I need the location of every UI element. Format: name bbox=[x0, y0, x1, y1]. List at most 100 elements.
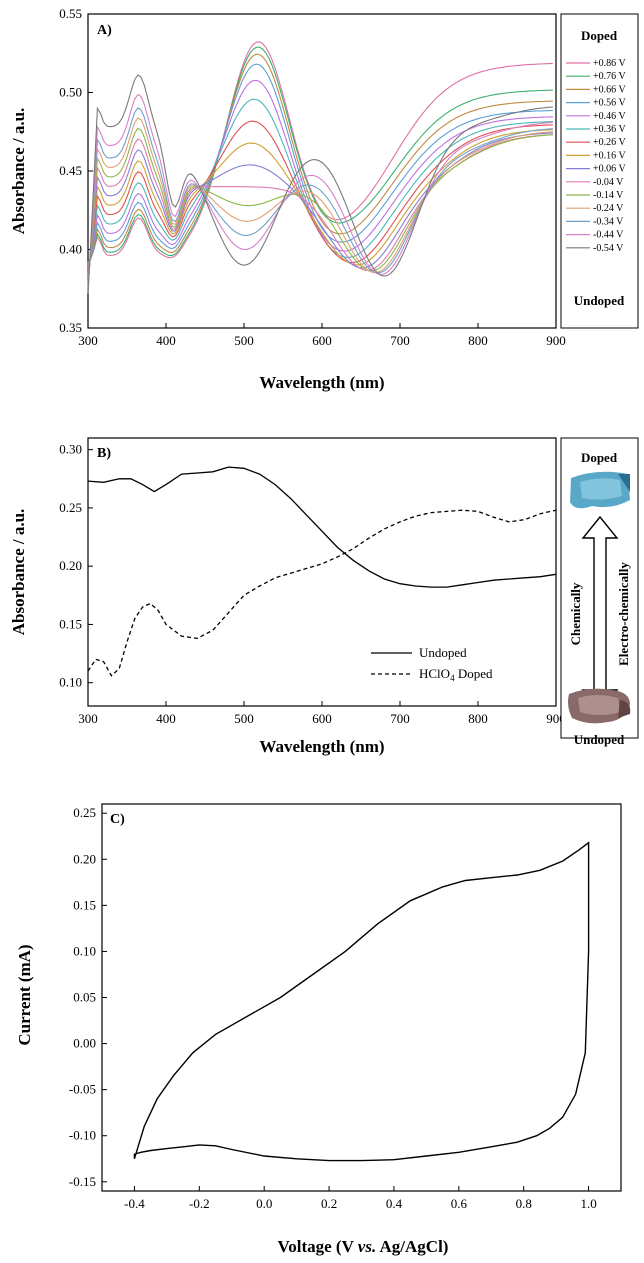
panel-c-x-tick-label: 0.8 bbox=[516, 1196, 532, 1211]
panel-a-series-line bbox=[87, 117, 553, 288]
panel-a-series-line bbox=[87, 107, 553, 290]
panel-b-series bbox=[87, 466, 557, 677]
panel-c-y-tick-label: -0.15 bbox=[69, 1174, 96, 1189]
panel-c-x-tick-label: 0.4 bbox=[386, 1196, 403, 1211]
panel-c-y-tick-label: 0.25 bbox=[73, 805, 96, 820]
panel-c-y-tick-label: 0.20 bbox=[73, 851, 96, 866]
panel-a-legend-label: -0.44 V bbox=[593, 230, 624, 241]
panel-c-y-tick-label: 0.00 bbox=[73, 1036, 96, 1051]
panel-a-x-tick-label: 900 bbox=[546, 333, 566, 348]
panel-a-y-tick-label: 0.35 bbox=[59, 320, 82, 335]
panel-a-series-line bbox=[87, 120, 553, 274]
panel-c-series bbox=[133, 841, 590, 1162]
panel-a-legend-entries: +0.86 V +0.76 V +0.66 V +0.56 V +0.46 V +0.36… bbox=[566, 58, 626, 254]
panel-a-legend-label: +0.56 V bbox=[593, 98, 626, 109]
panel-a-series-line bbox=[87, 79, 553, 268]
panel-b-series-line bbox=[87, 509, 557, 677]
panel-a-legend-doped: Doped bbox=[581, 28, 618, 43]
panel-b-x-tick-label: 700 bbox=[390, 711, 410, 726]
panel-a-legend-label: +0.76 V bbox=[593, 71, 626, 82]
panel-b-x-tick-label: 300 bbox=[78, 711, 98, 726]
panel-a-legend-label: -0.04 V bbox=[593, 177, 624, 188]
panel-c-plot-frame bbox=[101, 803, 622, 1192]
panel-c-x-tick-label: -0.2 bbox=[189, 1196, 210, 1211]
panel-c-ticks: -0.4 -0.2 0.0 0.2 0.4 0.6 0.8 1.0 -0.15 -0.10 -0.0… bbox=[69, 805, 597, 1211]
panel-b-x-axis-title: Wavelength (nm) bbox=[259, 737, 384, 756]
panel-c-x-tick-label: 0.0 bbox=[256, 1196, 272, 1211]
panel-a-x-tick-label: 400 bbox=[156, 333, 176, 348]
panel-a-series-line bbox=[87, 74, 553, 294]
side-panel-chemically-label: Chemically bbox=[568, 582, 583, 645]
panel-a-series-line bbox=[87, 53, 553, 264]
panel-c-x-tick-label: 1.0 bbox=[580, 1196, 596, 1211]
panel-a-series-line bbox=[87, 93, 553, 292]
panel-c-y-tick-label: 0.10 bbox=[73, 943, 96, 958]
panel-b-legend-doped-label: HClO4 Doped bbox=[419, 666, 493, 683]
panel-a-series-line bbox=[87, 63, 553, 266]
panel-a-legend-label: +0.06 V bbox=[593, 164, 626, 175]
panel-a-legend-label: +0.16 V bbox=[593, 150, 626, 161]
panel-a-legend-label: +0.86 V bbox=[593, 58, 626, 69]
panel-a-ticks: 300 400 500 600 700 800 900 0.35 0.40 0.45 0.50 0.5… bbox=[59, 6, 566, 348]
panel-b-y-axis-title: Absorbance / a.u. bbox=[9, 509, 28, 636]
undoped-film-photo bbox=[568, 688, 631, 724]
panel-c-y-axis-title: Current (mA) bbox=[15, 944, 34, 1045]
panel-a-legend-box bbox=[560, 13, 639, 329]
panel-a-legend-label: +0.46 V bbox=[593, 111, 626, 122]
panel-a-x-tick-label: 300 bbox=[78, 333, 98, 348]
panel-a-y-tick-label: 0.50 bbox=[59, 85, 82, 100]
side-panel-undoped-label: Undoped bbox=[574, 732, 625, 747]
panel-c-y-tick-label: -0.05 bbox=[69, 1082, 96, 1097]
panel-b-ticks: 300 400 500 600 700 800 9000.100.150.200.250.3… bbox=[59, 442, 566, 726]
panel-a-series bbox=[87, 41, 553, 294]
panel-a-legend-label: -0.34 V bbox=[593, 216, 624, 227]
panel-b-x-tick-label: 400 bbox=[156, 711, 176, 726]
panel-a-y-tick-label: 0.45 bbox=[59, 163, 82, 178]
panel-c-label: C) bbox=[110, 812, 125, 827]
panel-a-x-tick-label: 600 bbox=[312, 333, 332, 348]
panel-a-x-axis-title: Wavelength (nm) bbox=[259, 373, 384, 392]
panel-a-x-tick-label: 800 bbox=[468, 333, 488, 348]
panel-a-series-line bbox=[87, 129, 553, 277]
panel-b-label: B) bbox=[97, 446, 111, 461]
panel-b-series-line bbox=[87, 466, 557, 588]
panel-a-legend-label: +0.26 V bbox=[593, 137, 626, 148]
panel-c-y-tick-label: 0.15 bbox=[73, 897, 96, 912]
panel-c-x-tick-label: -0.4 bbox=[124, 1196, 145, 1211]
panel-b-x-tick-label: 500 bbox=[234, 711, 254, 726]
panel-a-label: A) bbox=[97, 23, 112, 38]
panel-a-y-tick-label: 0.55 bbox=[59, 6, 82, 21]
panel-a-series-line bbox=[87, 132, 553, 280]
panel-c-x-axis-title: Voltage (V vs. Ag/AgCl) bbox=[278, 1237, 449, 1256]
panel-a-y-tick-label: 0.40 bbox=[59, 242, 82, 257]
panel-a: 300 400 500 600 700 800 900 0.35 0.40 0.45 0.50 0.5… bbox=[9, 6, 639, 392]
side-panel-electrochemically-label: Electro-chemically bbox=[616, 562, 631, 666]
panel-c: -0.4 -0.2 0.0 0.2 0.4 0.6 0.8 1.0 -0.15 -0.10 -0.0… bbox=[15, 803, 622, 1256]
doped-film-photo bbox=[570, 471, 630, 509]
panel-a-series-line bbox=[87, 46, 553, 263]
panel-c-y-tick-label: -0.10 bbox=[69, 1128, 96, 1143]
panel-c-x-tick-label: 0.6 bbox=[451, 1196, 468, 1211]
side-panel-doped-label: Doped bbox=[581, 450, 618, 465]
panel-a-legend-label: -0.54 V bbox=[593, 243, 624, 254]
panel-b-y-tick-label: 0.30 bbox=[59, 442, 82, 457]
panel-a-legend-undoped: Undoped bbox=[574, 293, 625, 308]
panel-b-y-tick-label: 0.20 bbox=[59, 558, 82, 573]
panel-c-cv-loop bbox=[133, 841, 590, 1162]
panel-a-x-tick-label: 700 bbox=[390, 333, 410, 348]
panel-b-legend-undoped-label: Undoped bbox=[419, 645, 467, 660]
panel-a-legend-label: -0.14 V bbox=[593, 190, 624, 201]
panel-b-y-tick-label: 0.15 bbox=[59, 616, 82, 631]
panel-a-series-line bbox=[87, 134, 553, 283]
panel-b-x-tick-label: 600 bbox=[312, 711, 332, 726]
panel-a-x-tick-label: 500 bbox=[234, 333, 254, 348]
panel-c-x-tick-label: 0.2 bbox=[321, 1196, 337, 1211]
panel-a-y-axis-title: Absorbance / a.u. bbox=[9, 108, 28, 235]
panel-a-legend-label: +0.36 V bbox=[593, 124, 626, 135]
panel-c-y-tick-label: 0.05 bbox=[73, 990, 96, 1005]
panel-a-legend-label: +0.66 V bbox=[593, 84, 626, 95]
panel-b-y-tick-label: 0.10 bbox=[59, 675, 82, 690]
panel-b-x-tick-label: 800 bbox=[468, 711, 488, 726]
panel-a-legend-label: -0.24 V bbox=[593, 203, 624, 214]
